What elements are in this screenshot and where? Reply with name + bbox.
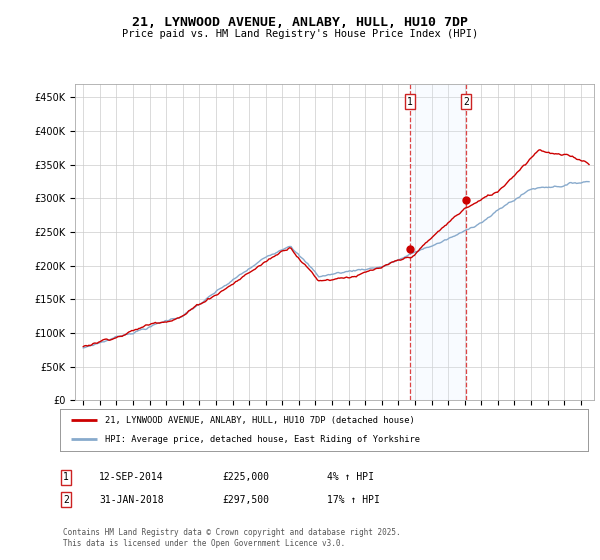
Text: 21, LYNWOOD AVENUE, ANLABY, HULL, HU10 7DP: 21, LYNWOOD AVENUE, ANLABY, HULL, HU10 7… bbox=[132, 16, 468, 29]
Text: £225,000: £225,000 bbox=[222, 472, 269, 482]
Text: 21, LYNWOOD AVENUE, ANLABY, HULL, HU10 7DP (detached house): 21, LYNWOOD AVENUE, ANLABY, HULL, HU10 7… bbox=[105, 416, 415, 424]
Text: HPI: Average price, detached house, East Riding of Yorkshire: HPI: Average price, detached house, East… bbox=[105, 435, 420, 444]
Text: 2: 2 bbox=[463, 97, 469, 106]
Text: Contains HM Land Registry data © Crown copyright and database right 2025.
This d: Contains HM Land Registry data © Crown c… bbox=[63, 528, 401, 548]
Text: 1: 1 bbox=[407, 97, 413, 106]
Text: 2: 2 bbox=[63, 494, 69, 505]
Bar bbox=[410, 84, 466, 400]
Text: 17% ↑ HPI: 17% ↑ HPI bbox=[327, 494, 380, 505]
Text: 1: 1 bbox=[63, 472, 69, 482]
Text: Price paid vs. HM Land Registry's House Price Index (HPI): Price paid vs. HM Land Registry's House … bbox=[122, 29, 478, 39]
Text: 12-SEP-2014: 12-SEP-2014 bbox=[99, 472, 164, 482]
Text: £297,500: £297,500 bbox=[222, 494, 269, 505]
Text: 31-JAN-2018: 31-JAN-2018 bbox=[99, 494, 164, 505]
Text: 4% ↑ HPI: 4% ↑ HPI bbox=[327, 472, 374, 482]
